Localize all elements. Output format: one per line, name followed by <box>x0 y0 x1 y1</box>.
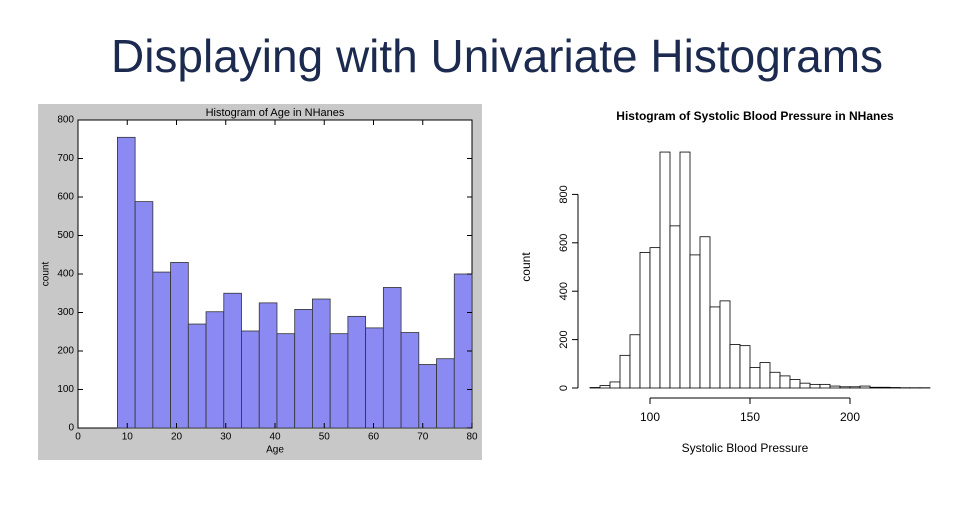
bar <box>117 137 135 428</box>
x-axis-label: Systolic Blood Pressure <box>682 441 809 455</box>
y-tick-label: 800 <box>57 115 74 126</box>
bar <box>750 367 760 388</box>
y-tick-label: 300 <box>57 307 74 318</box>
x-tick-label: 150 <box>740 410 760 424</box>
bar <box>720 301 730 388</box>
y-tick-label: 700 <box>57 153 74 164</box>
bar <box>820 384 830 388</box>
bar <box>700 237 710 388</box>
bar <box>348 316 366 428</box>
bar <box>670 226 680 388</box>
y-tick-label: 600 <box>558 234 570 252</box>
bar <box>610 382 620 388</box>
x-tick-label: 100 <box>640 410 660 424</box>
y-tick-label: 400 <box>57 269 74 280</box>
bar <box>135 202 153 428</box>
bar <box>153 272 171 428</box>
bar <box>259 303 277 428</box>
bar <box>630 335 640 388</box>
slide-title: Displaying with Univariate Histograms <box>111 30 883 82</box>
bar <box>780 376 790 388</box>
bar <box>206 312 224 428</box>
bar <box>830 386 840 388</box>
x-tick-label: 10 <box>122 432 134 443</box>
bar <box>660 152 670 388</box>
bar <box>295 309 313 428</box>
y-tick-label: 600 <box>57 192 74 203</box>
bar <box>730 344 740 388</box>
y-tick-label: 400 <box>558 282 570 300</box>
bar <box>770 372 780 388</box>
x-tick-label: 200 <box>840 410 860 424</box>
x-tick-label: 70 <box>417 432 429 443</box>
bar <box>188 324 206 428</box>
bar <box>277 334 295 428</box>
bar <box>690 255 700 388</box>
bar <box>366 328 384 428</box>
chart-title: Histogram of Systolic Blood Pressure in … <box>616 109 894 123</box>
y-tick-label: 800 <box>558 185 570 203</box>
chart-title: Histogram of Age in NHanes <box>206 107 345 119</box>
y-tick-label: 100 <box>57 384 74 395</box>
x-tick-label: 60 <box>368 432 380 443</box>
x-tick-label: 20 <box>171 432 183 443</box>
bar <box>840 387 850 388</box>
x-tick-label: 30 <box>220 432 232 443</box>
bar <box>383 287 401 428</box>
bar <box>870 387 880 388</box>
y-axis-label: count <box>41 262 52 287</box>
y-tick-label: 200 <box>558 330 570 348</box>
bar <box>600 386 610 388</box>
bar <box>880 387 890 388</box>
y-tick-label: 500 <box>57 230 74 241</box>
bar <box>740 346 750 388</box>
bar <box>640 252 650 388</box>
bar <box>419 364 437 428</box>
bar <box>650 248 660 388</box>
x-axis-label: Age <box>266 445 284 456</box>
bar <box>850 387 860 388</box>
bar <box>790 380 800 388</box>
bar <box>330 334 348 428</box>
y-tick-label: 0 <box>68 423 74 434</box>
bar <box>860 386 870 388</box>
x-tick-label: 80 <box>466 432 478 443</box>
y-tick-label: 0 <box>558 385 570 391</box>
x-tick-label: 40 <box>269 432 281 443</box>
bar <box>620 355 630 388</box>
bar <box>680 152 690 388</box>
y-axis-label: count <box>519 252 533 282</box>
bar <box>437 359 455 428</box>
bar <box>224 293 242 428</box>
x-tick-label: 0 <box>75 432 81 443</box>
bar <box>171 262 189 428</box>
bar <box>800 383 810 388</box>
bar <box>312 299 330 428</box>
bar <box>710 307 720 388</box>
bar <box>810 384 820 388</box>
x-tick-label: 50 <box>319 432 331 443</box>
y-tick-label: 200 <box>57 346 74 357</box>
bar <box>242 331 260 428</box>
bar <box>401 333 419 428</box>
bar <box>760 363 770 388</box>
